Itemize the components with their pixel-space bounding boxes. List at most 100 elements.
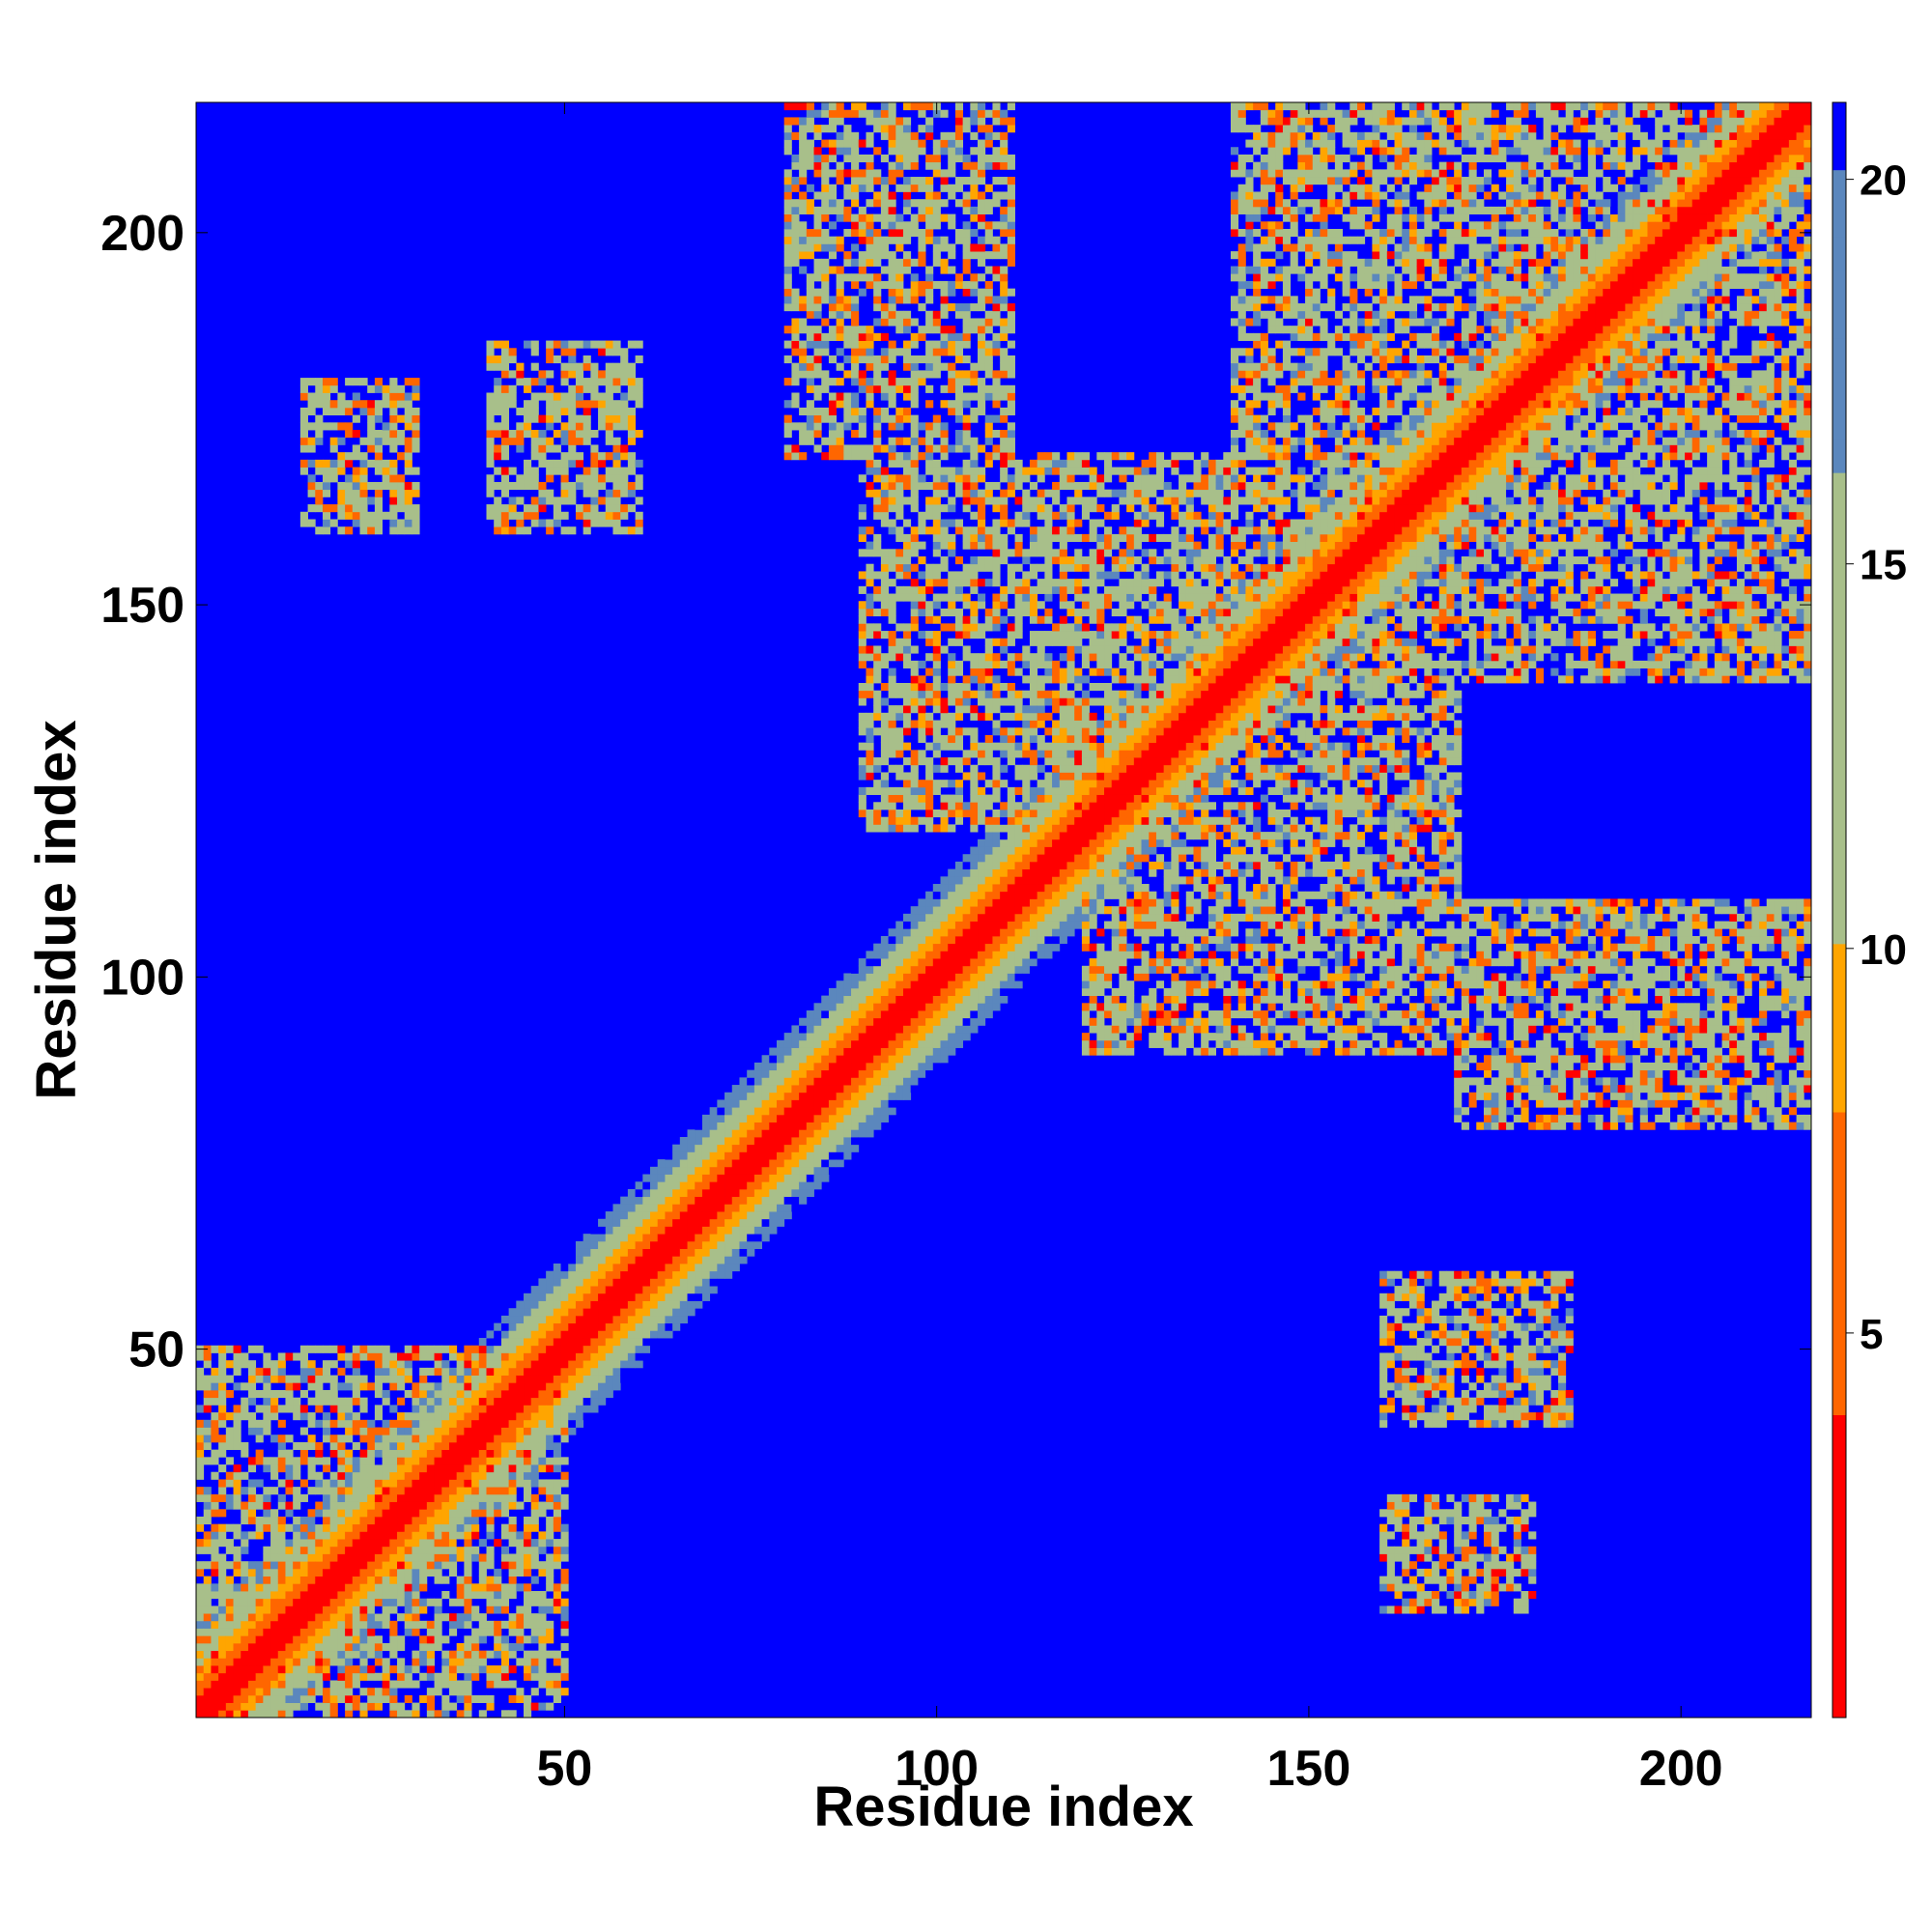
heatmap-cell	[799, 407, 808, 416]
heatmap-cell	[538, 481, 547, 491]
heatmap-cell	[397, 1464, 406, 1473]
heatmap-cell	[538, 1293, 547, 1301]
heatmap-cell	[635, 355, 643, 364]
heatmap-cell	[516, 1628, 525, 1636]
heatmap-cell	[627, 392, 636, 401]
heatmap-cell	[471, 1628, 480, 1636]
heatmap-cell	[783, 430, 792, 439]
heatmap-cell	[546, 1688, 554, 1696]
heatmap-cell	[315, 414, 324, 423]
heatmap-cell	[478, 1471, 487, 1480]
heatmap-cell	[374, 1509, 384, 1518]
heatmap-cell	[918, 794, 926, 803]
heatmap-cell	[880, 109, 889, 118]
heatmap-cell	[524, 1583, 532, 1592]
heatmap-cell	[560, 1412, 569, 1421]
heatmap-cell	[753, 1218, 762, 1227]
heatmap-cell	[888, 1033, 896, 1041]
heatmap-cell	[516, 519, 525, 527]
heatmap-cell	[925, 794, 934, 803]
heatmap-cell	[247, 1375, 257, 1383]
heatmap-cell	[873, 1055, 882, 1064]
heatmap-cell	[635, 384, 643, 393]
heatmap-cell	[888, 1092, 896, 1100]
heatmap-cell	[783, 213, 792, 222]
heatmap-cell	[307, 459, 316, 468]
heatmap-cell	[739, 1099, 748, 1108]
heatmap-cell	[902, 571, 912, 580]
heatmap-cell	[471, 1397, 480, 1406]
heatmap-cell	[687, 1248, 696, 1257]
heatmap-cell	[575, 1248, 584, 1257]
heatmap-cell	[813, 1003, 822, 1011]
heatmap-cell	[374, 504, 384, 513]
heatmap-cell	[813, 1077, 822, 1086]
heatmap-cell	[806, 1047, 814, 1056]
heatmap-cell	[196, 1516, 205, 1525]
heatmap-cell	[263, 1509, 271, 1518]
heatmap-cell	[568, 430, 577, 439]
heatmap-cell	[374, 1382, 384, 1391]
heatmap-cell	[516, 370, 525, 379]
heatmap-cell	[270, 1672, 279, 1681]
heatmap-cell	[486, 1583, 495, 1592]
heatmap-cell	[426, 1501, 435, 1510]
heatmap-cell	[687, 1293, 696, 1301]
heatmap-cell	[397, 1635, 406, 1644]
heatmap-cell	[337, 526, 346, 535]
heatmap-cell	[500, 414, 510, 423]
heatmap-cell	[866, 987, 874, 997]
heatmap-cell	[902, 437, 912, 445]
heatmap-cell	[419, 1501, 428, 1510]
heatmap-cell	[404, 1613, 412, 1622]
heatmap-cell	[299, 1591, 308, 1600]
heatmap-cell	[293, 1531, 301, 1540]
heatmap-cell	[888, 251, 896, 260]
heatmap-cell	[389, 1576, 398, 1584]
heatmap-cell	[508, 1315, 517, 1324]
heatmap-cell	[434, 1397, 442, 1406]
heatmap-cell	[307, 1546, 316, 1554]
heatmap-cell	[821, 1122, 830, 1130]
heatmap-cell	[546, 1441, 554, 1451]
heatmap-cell	[568, 1397, 577, 1406]
heatmap-cell	[546, 1487, 554, 1495]
heatmap-cell	[322, 1427, 331, 1435]
heatmap-cell	[598, 1278, 607, 1287]
heatmap-cell	[910, 1033, 919, 1041]
heatmap-cell	[448, 1702, 458, 1711]
heatmap-cell	[486, 1650, 495, 1659]
heatmap-cell	[828, 199, 838, 208]
heatmap-cell	[553, 1441, 561, 1451]
heatmap-cell	[880, 511, 889, 520]
heatmap-cell	[843, 251, 852, 260]
heatmap-cell	[918, 481, 926, 491]
heatmap-cell	[598, 459, 607, 468]
heatmap-cell	[337, 1435, 346, 1443]
heatmap-cell	[918, 1077, 926, 1086]
heatmap-cell	[925, 497, 934, 505]
heatmap-cell	[821, 1062, 830, 1071]
heatmap-cell	[612, 362, 621, 371]
heatmap-cell	[590, 1397, 599, 1406]
heatmap-cell	[241, 1613, 249, 1622]
heatmap-cell	[880, 504, 889, 513]
heatmap-cell	[404, 1665, 412, 1674]
heatmap-cell	[404, 1375, 412, 1383]
heatmap-cell	[471, 1605, 480, 1614]
heatmap-cell	[873, 422, 882, 431]
heatmap-cell	[419, 1553, 428, 1562]
heatmap-cell	[910, 615, 919, 624]
heatmap-cell	[546, 384, 554, 393]
heatmap-cell	[359, 467, 368, 475]
heatmap-cell	[932, 1025, 941, 1034]
heatmap-cell	[783, 1211, 792, 1220]
heatmap-cell	[858, 326, 867, 334]
heatmap-cell	[888, 742, 896, 751]
heatmap-cell	[389, 1464, 398, 1473]
heatmap-cell	[285, 1680, 294, 1689]
heatmap-cell	[546, 1553, 554, 1562]
heatmap-cell	[888, 824, 896, 833]
heatmap-cell	[888, 1099, 896, 1108]
heatmap-cell	[866, 951, 874, 959]
